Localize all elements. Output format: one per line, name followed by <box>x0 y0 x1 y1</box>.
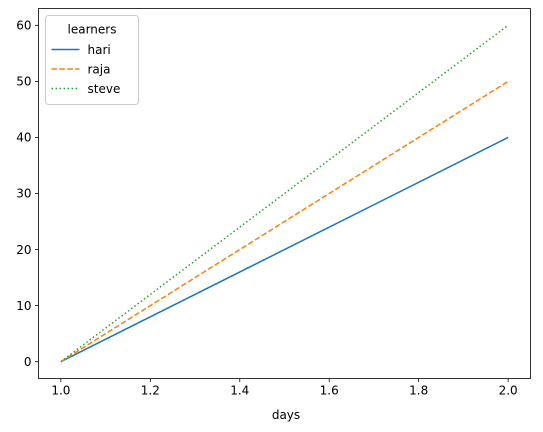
series-line-steve <box>60 24 509 363</box>
legend: learners hari raja steve <box>45 15 139 105</box>
legend-label-hari: hari <box>88 43 111 57</box>
x-axis-label: days <box>272 408 300 422</box>
y-tick-label: 40 <box>16 131 31 145</box>
x-tick-label: 1.4 <box>230 384 249 398</box>
x-tick-label: 2.0 <box>499 384 518 398</box>
y-tick-label: 10 <box>16 299 31 313</box>
legend-label-steve: steve <box>88 82 121 96</box>
y-tick-label: 30 <box>16 187 31 201</box>
series-line-hari <box>60 136 509 363</box>
plot-area <box>60 24 509 363</box>
legend-title: learners <box>68 23 117 37</box>
y-tick-label: 20 <box>16 243 31 257</box>
legend-label-raja: raja <box>88 62 111 76</box>
y-tick-label: 60 <box>16 19 31 33</box>
legend-box <box>45 15 139 105</box>
x-tick-label: 1.0 <box>51 384 70 398</box>
y-tick-label: 50 <box>16 75 31 89</box>
x-tick-label: 1.2 <box>141 384 160 398</box>
axes: 1.0 1.2 1.4 1.6 1.8 2.0 0 10 20 30 40 50 60 <box>16 8 531 398</box>
x-tick-label: 1.6 <box>320 384 339 398</box>
y-tick-label: 0 <box>24 355 32 369</box>
series-line-raja <box>60 80 509 363</box>
x-tick-label: 1.8 <box>409 384 428 398</box>
